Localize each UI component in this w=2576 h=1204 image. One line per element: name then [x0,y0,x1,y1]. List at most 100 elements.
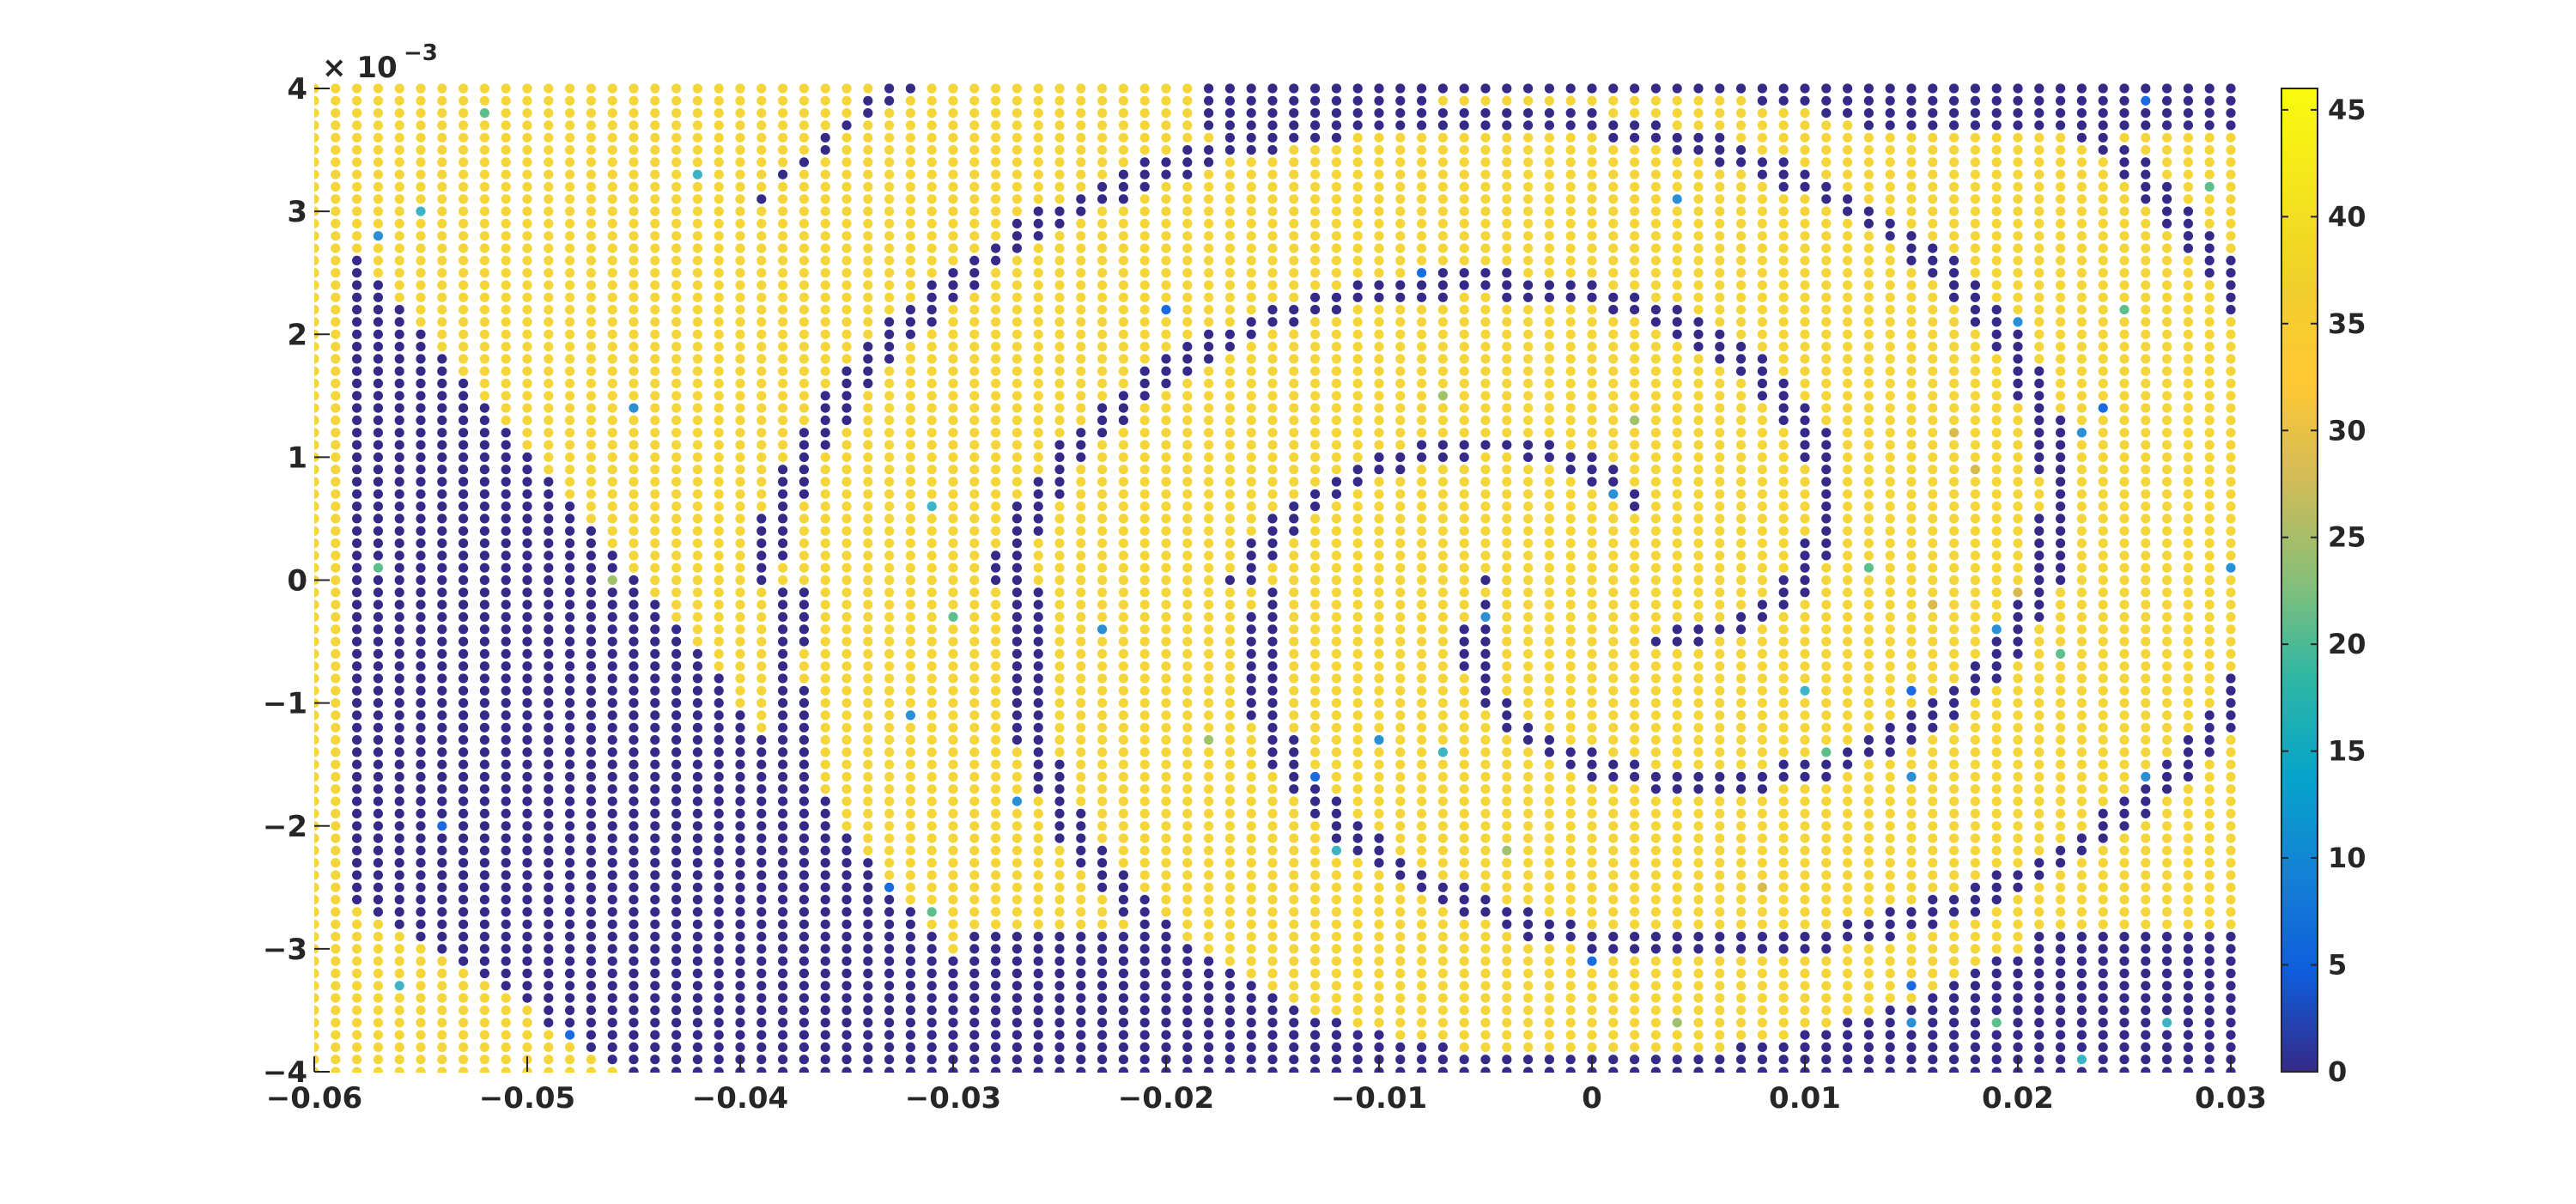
scatter-point [650,956,660,966]
scatter-point [1480,428,1491,438]
scatter-point [991,120,1001,131]
scatter-point [1374,919,1384,929]
scatter-point [1565,1042,1576,1052]
scatter-point [778,956,788,966]
scatter-point [394,956,404,966]
scatter-point [1374,648,1384,660]
scatter-point [607,759,617,769]
scatter-point [352,858,362,868]
scatter-point [607,206,617,216]
scatter-point [1054,489,1065,499]
scatter-point [1395,673,1406,684]
scatter-point [1139,452,1150,463]
scatter-point [501,907,511,917]
scatter-point [714,968,724,979]
scatter-point [1417,181,1427,192]
scatter-point [1310,1042,1321,1052]
scatter-point [629,526,639,536]
scatter-point [1182,882,1193,892]
scatter-point [373,550,383,561]
scatter-point [841,231,852,241]
scatter-point [1544,993,1554,1003]
scatter-point [501,342,511,352]
scatter-point [1459,599,1469,610]
scatter-point [1352,378,1363,389]
scatter-point [1437,132,1448,143]
scatter-point [1118,317,1128,327]
scatter-point [841,403,852,413]
scatter-point [416,735,426,745]
scatter-point [1118,181,1128,192]
scatter-point [692,1067,702,1073]
scatter-point [522,784,532,794]
scatter-point [714,378,724,389]
scatter-point [1587,796,1597,806]
scatter-point [927,292,937,302]
scatter-point [1352,784,1363,794]
scatter-point [1502,157,1512,167]
scatter-point [586,919,597,929]
scatter-point [884,968,895,979]
scatter-point [1459,624,1469,635]
scatter-point [331,895,341,905]
scatter-point [352,231,362,241]
scatter-point [948,428,958,438]
scatter-point [1459,206,1469,216]
scatter-point [905,870,915,880]
scatter-point [522,403,532,413]
scatter-point [331,218,341,228]
scatter-point [650,993,660,1003]
scatter-point [1352,526,1363,536]
scatter-point [1565,747,1576,757]
scatter-point [863,735,873,745]
scatter-point [1544,611,1554,623]
scatter-point [735,378,745,389]
scatter-point [1417,845,1427,856]
scatter-point [1480,83,1491,94]
scatter-point [756,452,767,463]
scatter-point [756,145,767,155]
scatter-point [841,305,852,315]
scatter-point [927,722,937,733]
scatter-point [778,845,788,856]
scatter-point [416,611,426,623]
scatter-point [314,218,319,228]
scatter-point [1565,587,1576,598]
scatter-point [820,354,830,364]
scatter-point [927,181,937,192]
scatter-point [1374,452,1384,463]
scatter-point [314,378,319,389]
scatter-point [884,132,895,143]
scatter-point [607,599,617,610]
scatter-point [1204,83,1214,94]
scatter-point [1139,108,1150,119]
scatter-point [863,428,873,438]
scatter-point [501,108,511,119]
scatter-point [352,157,362,167]
scatter-point [1544,231,1554,241]
scatter-point [905,710,915,721]
scatter-point [1097,735,1108,745]
scatter-point [969,599,980,610]
scatter-point [1565,1055,1576,1065]
scatter-point [1054,169,1065,179]
scatter-point [1182,1005,1193,1015]
scatter-point [799,575,810,586]
scatter-point [841,907,852,917]
scatter-point [416,145,426,155]
scatter-point [1544,771,1554,782]
scatter-point [1374,428,1384,438]
scatter-point [1352,329,1363,339]
scatter-point [799,833,810,843]
scatter-point [1076,833,1086,843]
scatter-point [314,587,319,598]
scatter-point [1374,1030,1384,1040]
scatter-point [714,95,724,106]
scatter-point [607,685,617,696]
scatter-point [629,1018,639,1028]
scatter-point [522,415,532,425]
scatter-point [352,685,362,696]
scatter-point [863,895,873,905]
scatter-point [927,366,937,376]
scatter-point [863,342,873,352]
